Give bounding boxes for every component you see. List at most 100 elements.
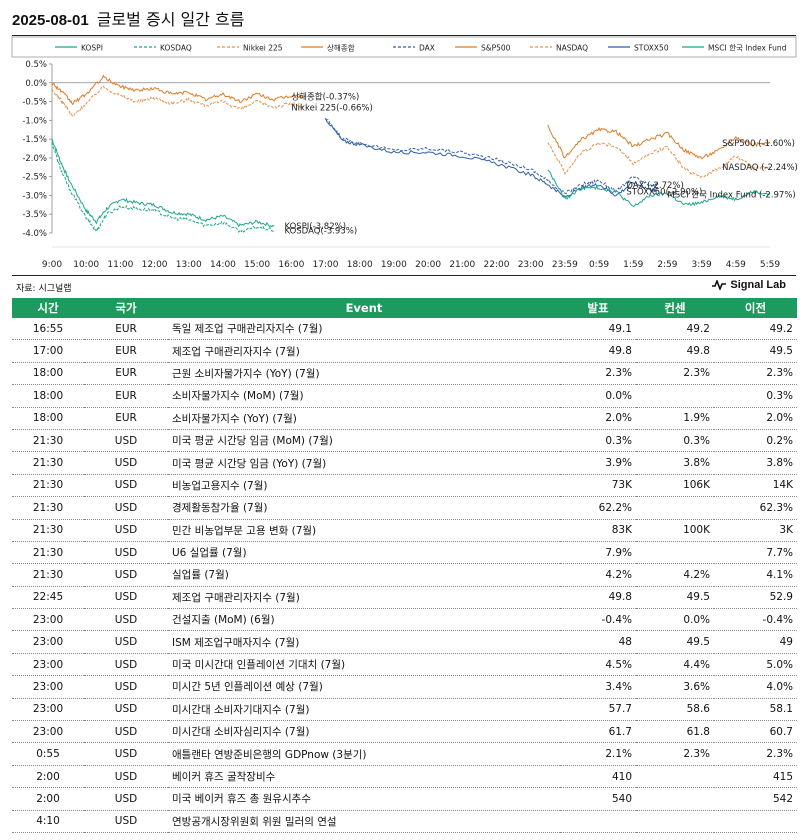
row-consensus: 49.5	[636, 630, 714, 654]
series-annotation: DAX (-2.72%)	[626, 181, 683, 191]
row-consensus: 58.6	[636, 698, 714, 722]
row-previous: 0.2%	[714, 429, 797, 453]
row-previous: 0.3%	[714, 384, 797, 408]
row-actual: 2.0%	[560, 407, 636, 430]
brand-logo: Signal Lab	[712, 279, 786, 291]
y-tick-label: -4.0%	[22, 229, 47, 239]
series-annotation: NASDAQ (-2.24%)	[722, 163, 798, 173]
row-actual: 49.8	[560, 586, 636, 610]
table-row: 21:30 USD 미국 평균 시간당 임금 (MoM) (7월) 0.3% 0.3% 0…	[12, 429, 797, 453]
series-annotation: STOXX50(-2.90%)	[626, 188, 702, 198]
x-tick-label: 1:59	[623, 260, 643, 270]
row-actual: 4.5%	[560, 653, 636, 677]
row-previous: 49.2	[714, 318, 797, 341]
series-line-6	[547, 124, 771, 160]
row-consensus	[636, 496, 714, 520]
table-row: 18:00 EUR 소비자물가지수 (MoM) (7월) 0.0% 0.3%	[12, 384, 797, 408]
row-time: 21:30	[12, 563, 84, 587]
x-tick-label: 23:00	[518, 260, 544, 270]
table-row: 21:30 USD 경제활동참가율 (7월) 62.2% 62.3%	[12, 496, 797, 520]
row-consensus: 49.8	[636, 339, 714, 363]
row-consensus: 2.3%	[636, 362, 714, 386]
y-tick-label: -3.5%	[22, 210, 47, 220]
series-line-7	[547, 141, 771, 179]
table-row: 23:00 USD 미시간대 소비자기대지수 (7월) 57.7 58.6 58.1	[12, 698, 797, 722]
row-previous: 415	[714, 765, 797, 789]
x-tick-label: 20:00	[415, 260, 441, 270]
col-header-previous: 이전	[714, 298, 797, 318]
x-tick-label: 5:59	[760, 260, 780, 270]
row-actual: 57.7	[560, 698, 636, 722]
table-row: 23:00 USD 미시간대 소비자심리지수 (7월) 61.7 61.8 60.7	[12, 720, 797, 744]
row-country: USD	[84, 742, 168, 766]
table-row: 17:00 EUR 제조업 구매관리자지수 (7월) 49.8 49.8 49.5	[12, 339, 797, 363]
row-country: USD	[84, 720, 168, 744]
x-tick-label: 23:59	[552, 260, 578, 270]
row-event: 미국 베이커 휴즈 총 원유시추수	[168, 787, 560, 811]
row-previous: 7.7%	[714, 541, 797, 565]
x-tick-label: 16:00	[278, 260, 304, 270]
table-row: 21:30 USD 비농업고용지수 (7월) 73K 106K 14K	[12, 474, 797, 498]
row-consensus: 49.2	[636, 318, 714, 341]
row-event: 미국 평균 시간당 임금 (YoY) (7월)	[168, 451, 560, 475]
row-event: 근원 소비자물가지수 (YoY) (7월)	[168, 362, 560, 386]
table-header-row: 시간 국가 Event 발표 컨센 이전	[12, 298, 797, 318]
series-line-4	[325, 118, 658, 195]
row-consensus: 2.3%	[636, 742, 714, 766]
row-time: 23:00	[12, 698, 84, 722]
row-country: USD	[84, 496, 168, 520]
row-event: 연방공개시장위원회 위원 밀러의 연설	[168, 810, 560, 833]
row-actual: 540	[560, 787, 636, 811]
series-line-3	[51, 74, 304, 106]
row-consensus	[636, 765, 714, 789]
row-country: USD	[84, 787, 168, 811]
table-row: 0:55 USD 애틀랜타 연방준비은행의 GDPnow (3분기) 2.1% 2.3%…	[12, 742, 797, 766]
y-tick-label: -1.5%	[22, 135, 47, 145]
row-time: 16:55	[12, 318, 84, 341]
row-time: 23:00	[12, 630, 84, 654]
series-annotation: S&P500 (-1.60%)	[722, 139, 795, 149]
row-actual: 49.8	[560, 339, 636, 363]
row-time: 23:00	[12, 720, 84, 744]
legend-label: NASDAQ	[556, 44, 588, 53]
row-previous: 4.0%	[714, 675, 797, 699]
series-annotation: MSCI 한국 Index Fund (-2.97%)	[667, 190, 795, 200]
table-row: 16:55 EUR 독일 제조업 구매관리자지수 (7월) 49.1 49.2 49.2	[12, 318, 797, 341]
y-tick-label: 0.5%	[25, 60, 47, 70]
row-actual: 49.1	[560, 318, 636, 341]
x-tick-label: 2:59	[657, 260, 677, 270]
x-tick-label: 11:00	[107, 260, 133, 270]
row-previous: 49	[714, 630, 797, 654]
row-country: EUR	[84, 407, 168, 430]
row-country: USD	[84, 474, 168, 498]
row-event: 경제활동참가율 (7월)	[168, 496, 560, 520]
col-header-time: 시간	[12, 298, 84, 318]
series-annotation: KOSDAQ(-3.93%)	[284, 226, 357, 236]
chart-divider	[12, 275, 796, 276]
row-country: USD	[84, 698, 168, 722]
row-time: 21:30	[12, 541, 84, 565]
row-consensus: 0.0%	[636, 608, 714, 632]
row-previous: 58.1	[714, 698, 797, 722]
row-previous: 2.3%	[714, 742, 797, 766]
row-previous: 52.9	[714, 586, 797, 610]
row-consensus: 0.3%	[636, 429, 714, 453]
col-header-country: 국가	[84, 298, 168, 318]
row-consensus: 4.2%	[636, 563, 714, 587]
row-event: 민간 비농업부문 고용 변화 (7월)	[168, 519, 560, 542]
legend-label: KOSPI	[81, 44, 103, 53]
x-tick-label: 19:00	[381, 260, 407, 270]
page-header: 2025-08-01 글로벌 증시 일간 흐름	[12, 6, 244, 30]
x-tick-label: 17:00	[313, 260, 339, 270]
row-country: EUR	[84, 318, 168, 341]
row-country: EUR	[84, 339, 168, 363]
row-event: 애틀랜타 연방준비은행의 GDPnow (3분기)	[168, 742, 560, 766]
x-tick-label: 12:00	[142, 260, 168, 270]
row-event: 독일 제조업 구매관리자지수 (7월)	[168, 318, 560, 341]
row-previous: 62.3%	[714, 496, 797, 520]
table-row: 18:00 EUR 소비자물가지수 (YoY) (7월) 2.0% 1.9% 2.0%	[12, 407, 797, 430]
legend-label: S&P500	[481, 44, 511, 53]
row-country: USD	[84, 765, 168, 789]
row-country: USD	[84, 429, 168, 453]
row-actual: 3.4%	[560, 675, 636, 699]
